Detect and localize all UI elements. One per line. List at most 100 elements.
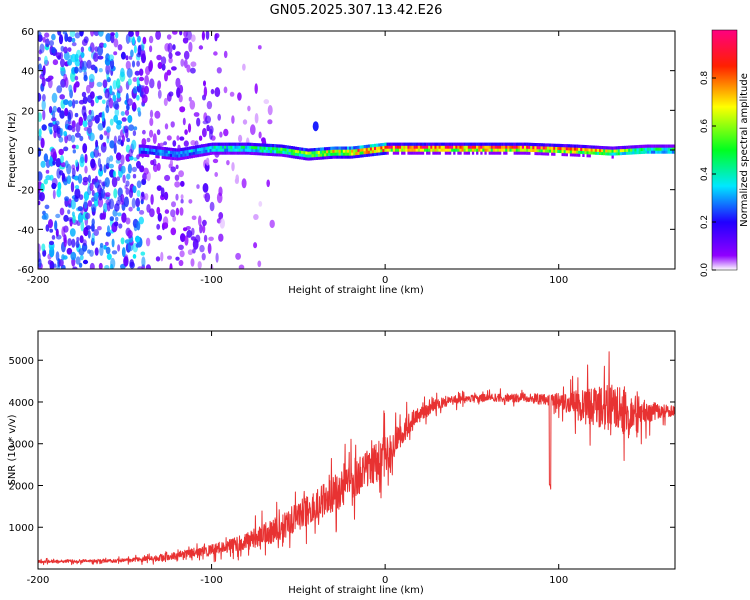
spectrogram-ridge-cell	[353, 146, 356, 150]
spectrogram-noise-cell	[97, 226, 102, 231]
spectrogram-noise-cell	[127, 163, 132, 174]
spectrogram-ridge-cell	[165, 150, 168, 154]
spectrogram-noise-cell	[109, 140, 115, 149]
spectrogram-ridge-cell	[644, 150, 648, 154]
spectrogram-ridge-cell	[317, 153, 321, 157]
snr-series-line	[38, 351, 675, 566]
spectrogram-ridge-cell	[169, 147, 173, 151]
spectrogram-noise-cell	[101, 111, 105, 122]
spectrogram-noise-cell	[136, 190, 141, 197]
spectrogram-ridge-cell	[390, 145, 393, 149]
spectrogram-noise-cell	[60, 155, 64, 164]
spectrogram-noise-cell	[198, 135, 203, 141]
spectrogram-ridge-cell	[438, 151, 441, 155]
spectrogram-noise-cell	[110, 32, 115, 37]
spectrogram-ridge-cell	[405, 145, 408, 149]
spectrogram-ridge-cell	[232, 142, 235, 146]
spectrogram-noise-cell	[216, 67, 222, 74]
spectrogram-ridge-cell	[240, 148, 243, 152]
spectrogram-ridge-cell	[607, 152, 610, 156]
spectrogram-ridge-cell	[340, 155, 343, 159]
spectrogram-ridge-cell	[351, 149, 354, 153]
spectrogram-noise-cell	[156, 206, 161, 215]
spectrogram-ridge-cell	[232, 148, 235, 152]
spectrogram-noise-cell	[129, 259, 134, 268]
spectrogram-ridge-cell	[342, 149, 346, 153]
spectrogram-ridge-cell	[361, 151, 364, 155]
spectrogram-ridge-cell	[563, 144, 566, 148]
spectrogram-ridge-cell	[615, 149, 618, 153]
spectrogram-ridge-cell	[413, 145, 416, 149]
spectrogram-noise-cell	[117, 44, 123, 51]
spectrogram-noise-cell	[170, 209, 176, 218]
spectrogram-noise-cell	[162, 216, 169, 228]
spectrogram-ridge-cell	[444, 145, 448, 149]
spectrogram-ridge-cell	[519, 145, 523, 149]
spectrogram-ridge-cell	[407, 148, 410, 152]
spectrogram-noise-cell	[179, 207, 184, 216]
spectrogram-noise-cell	[132, 101, 136, 109]
spectrogram-noise-cell	[164, 191, 169, 201]
colorbar-tick-label: 0.0	[700, 263, 710, 278]
spectrogram-noise-cell	[175, 51, 181, 56]
spectrogram-ridge-cell	[557, 143, 560, 147]
spectrogram-noise-cell	[206, 124, 210, 132]
spectrogram-ridge-cell	[269, 146, 273, 151]
spectrogram-ridge-cell	[553, 152, 556, 156]
spectrogram-noise-cell	[82, 259, 89, 265]
colorbar	[711, 29, 738, 271]
spectrogram-ridge-cell	[657, 147, 660, 151]
spectrogram-noise-cell	[52, 189, 56, 200]
spectrogram-ridge-cell	[234, 151, 237, 155]
spectrogram-ridge-cell	[299, 147, 302, 151]
spectrogram-noise-cell	[116, 120, 123, 126]
spectrogram-ridge-cell	[524, 148, 527, 152]
spectrogram-ridge-cell	[311, 157, 314, 161]
spectrogram-noise-cell	[170, 121, 175, 128]
spectrogram-ridge-cell	[155, 146, 158, 150]
spectrogram-ridge-cell	[294, 146, 298, 150]
spectrogram-ridge-cell	[305, 151, 308, 155]
spectrogram-ridge-cell	[276, 144, 279, 148]
spectrogram-noise-cell	[188, 41, 193, 53]
spectrogram-noise-cell	[137, 107, 141, 113]
spectrogram-ridge-cell	[311, 154, 314, 158]
spectrogram-ridge-cell	[563, 150, 566, 154]
spectrogram-ridge-cell	[401, 151, 404, 155]
spectrogram-ridge-cell	[194, 145, 198, 149]
spectrogram-ridge-cell	[613, 152, 616, 156]
spectrogram-ridge-cell	[396, 151, 400, 155]
spectrogram-ridge-cell	[424, 148, 427, 152]
spectrogram-noise-cell	[167, 42, 173, 54]
spectrogram-ridge-cell	[640, 147, 643, 151]
spectrogram-ridge-cell	[147, 151, 150, 155]
spectrogram-ridge-cell	[330, 152, 333, 156]
spectrogram-ridge-cell	[628, 145, 631, 149]
spectrogram-noise-cell	[39, 192, 45, 202]
spectrogram-noise-cell	[218, 233, 224, 242]
spectrogram-ridge-cell	[255, 149, 258, 153]
spectrogram-noise-cell	[93, 31, 100, 37]
spectrogram-ridge-cell	[515, 151, 518, 155]
spectrogram-ridge-cell	[307, 148, 310, 152]
spectrogram-ridge-cell	[474, 148, 477, 152]
spectrogram-ridge-cell	[511, 148, 514, 152]
spectrogram-ridge-cell	[669, 150, 673, 154]
spectrogram-ridge-cell	[536, 149, 539, 153]
spectrogram-noise-cell	[187, 249, 193, 256]
spectrogram-ridge-cell	[247, 142, 250, 146]
spectrogram-ridge-cell	[546, 143, 550, 147]
spectrogram-noise-cell	[89, 91, 95, 99]
spectrogram-ridge-cell	[290, 152, 293, 156]
spectrogram-noise-cell	[86, 84, 91, 94]
spectrogram-ridge-cell	[278, 150, 281, 154]
spectrogram-noise-cell	[38, 171, 43, 182]
spectrogram-noise-cell	[67, 36, 73, 43]
spectrogram-ridge-cell	[513, 142, 516, 146]
spectrogram-ridge-cell	[292, 146, 296, 150]
spectrogram-ridge-cell	[440, 145, 443, 149]
spectrogram-noise-cell	[86, 59, 92, 69]
spectrogram-ridge-cell	[584, 145, 587, 149]
spectrogram-ridge-cell	[280, 144, 283, 148]
spectrogram-ridge-cell	[301, 147, 304, 151]
